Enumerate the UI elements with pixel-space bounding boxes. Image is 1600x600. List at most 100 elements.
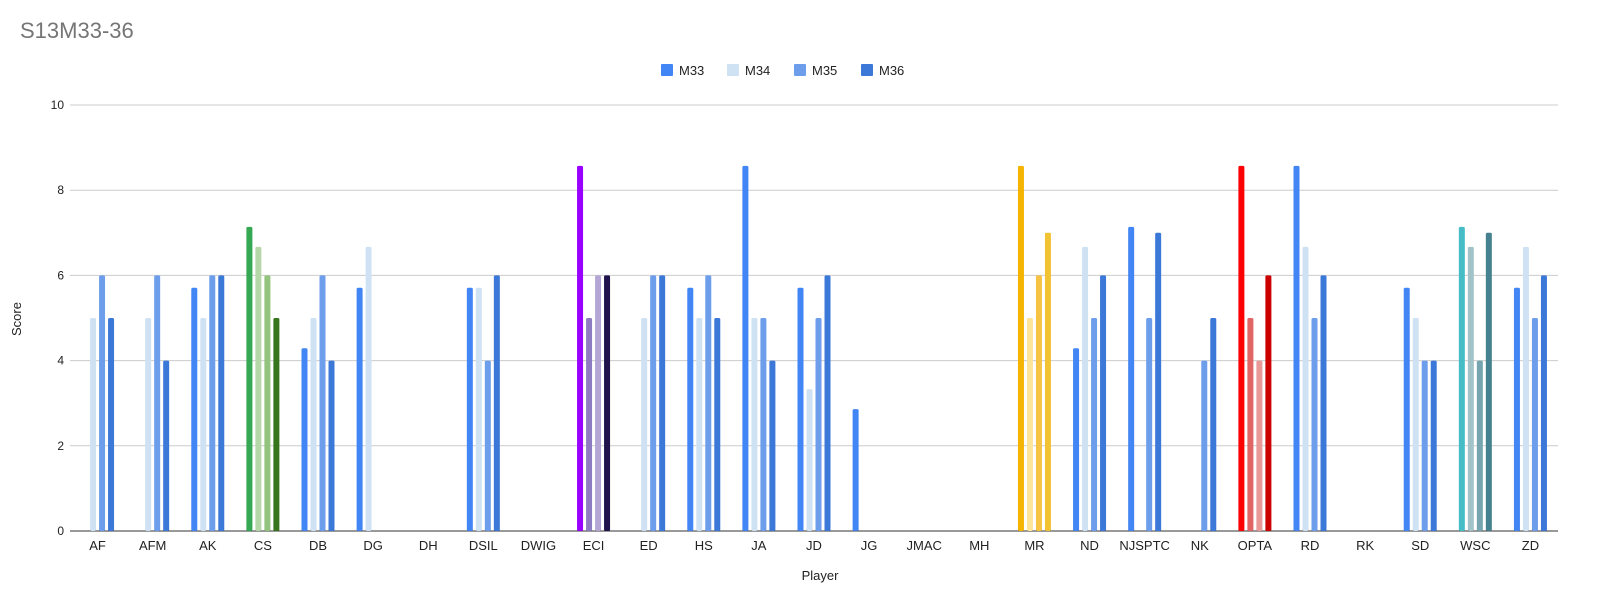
bar-DG-M34[interactable]	[365, 246, 372, 531]
bar-RD-M33[interactable]	[1293, 165, 1300, 531]
bar-AK-M35[interactable]	[209, 275, 216, 531]
bar-NJSPTC-M36[interactable]	[1155, 232, 1162, 532]
bar-NK-M35[interactable]	[1201, 360, 1208, 531]
x-tick-label: DWIG	[521, 538, 556, 553]
bar-JD-M34[interactable]	[806, 389, 813, 531]
legend-label: M35	[812, 63, 837, 78]
bar-AK-M33[interactable]	[191, 287, 198, 531]
legend-swatch	[861, 64, 873, 76]
bar-ED-M34[interactable]	[641, 318, 648, 531]
bar-ECI-M34[interactable]	[586, 318, 593, 531]
bar-CS-M36[interactable]	[273, 318, 280, 531]
bar-JD-M35[interactable]	[815, 318, 822, 531]
bar-DG-M33[interactable]	[356, 287, 363, 531]
bar-NJSPTC-M35[interactable]	[1146, 318, 1153, 531]
bar-SD-M34[interactable]	[1412, 318, 1419, 531]
bar-JA-M34[interactable]	[751, 318, 758, 531]
bar-ZD-M34[interactable]	[1522, 246, 1529, 531]
bar-ZD-M35[interactable]	[1531, 318, 1538, 531]
x-tick-label: MH	[969, 538, 989, 553]
bar-DSIL-M36[interactable]	[493, 275, 500, 531]
bar-JG-M33[interactable]	[852, 409, 859, 531]
bar-RD-M36[interactable]	[1320, 275, 1327, 531]
bar-JA-M35[interactable]	[760, 318, 767, 531]
bar-DSIL-M33[interactable]	[466, 287, 473, 531]
bar-ND-M34[interactable]	[1082, 246, 1089, 531]
legend-item-M33[interactable]: M33	[661, 63, 704, 78]
bar-OPTA-M34[interactable]	[1247, 318, 1254, 531]
gridlines	[70, 104, 1558, 532]
bar-DSIL-M35[interactable]	[484, 360, 491, 531]
bar-OPTA-M36[interactable]	[1265, 275, 1272, 531]
bar-AFM-M36[interactable]	[163, 360, 170, 531]
bar-DB-M36[interactable]	[328, 360, 335, 531]
x-tick-label: ZD	[1522, 538, 1539, 553]
bar-WSC-M36[interactable]	[1485, 232, 1492, 532]
bar-AF-M35[interactable]	[99, 275, 106, 531]
bar-OPTA-M35[interactable]	[1256, 360, 1263, 531]
bar-ECI-M36[interactable]	[604, 275, 611, 531]
bar-CS-M35[interactable]	[264, 275, 271, 531]
bar-ND-M36[interactable]	[1100, 275, 1107, 531]
bar-HS-M36[interactable]	[714, 318, 721, 531]
bar-ND-M33[interactable]	[1073, 348, 1080, 531]
bar-ED-M36[interactable]	[659, 275, 666, 531]
bar-MR-M33[interactable]	[1017, 165, 1024, 531]
bar-DB-M34[interactable]	[310, 318, 317, 531]
x-tick-label: AF	[89, 538, 106, 553]
x-tick-label: JG	[861, 538, 878, 553]
bars	[90, 165, 1547, 532]
bar-ND-M35[interactable]	[1091, 318, 1098, 531]
bar-DB-M35[interactable]	[319, 275, 326, 531]
bar-NK-M36[interactable]	[1210, 318, 1217, 531]
bar-OPTA-M33[interactable]	[1238, 165, 1245, 531]
bar-DB-M33[interactable]	[301, 348, 308, 531]
bar-AF-M34[interactable]	[90, 318, 97, 531]
bar-RD-M34[interactable]	[1302, 246, 1309, 531]
bar-HS-M34[interactable]	[696, 318, 703, 531]
bar-ZD-M36[interactable]	[1540, 275, 1547, 531]
bar-NJSPTC-M33[interactable]	[1128, 226, 1135, 531]
x-tick-label: DSIL	[469, 538, 498, 553]
bar-AFM-M35[interactable]	[154, 275, 161, 531]
bar-ZD-M33[interactable]	[1513, 287, 1520, 531]
bar-ED-M35[interactable]	[650, 275, 657, 531]
bar-ECI-M33[interactable]	[577, 165, 584, 531]
bar-MR-M35[interactable]	[1035, 275, 1042, 531]
bar-HS-M33[interactable]	[687, 287, 694, 531]
bar-JA-M36[interactable]	[769, 360, 776, 531]
bar-SD-M33[interactable]	[1403, 287, 1410, 531]
bar-RD-M35[interactable]	[1311, 318, 1318, 531]
bar-MR-M34[interactable]	[1026, 318, 1033, 531]
bar-WSC-M34[interactable]	[1467, 246, 1474, 531]
bar-AK-M36[interactable]	[218, 275, 225, 531]
x-tick-label: HS	[695, 538, 713, 553]
legend-label: M34	[745, 63, 770, 78]
bar-JD-M36[interactable]	[824, 275, 831, 531]
legend-item-M35[interactable]: M35	[794, 63, 837, 78]
bar-AF-M36[interactable]	[108, 318, 115, 531]
legend-item-M36[interactable]: M36	[861, 63, 904, 78]
x-tick-label: DB	[309, 538, 327, 553]
bar-AFM-M34[interactable]	[145, 318, 152, 531]
bar-HS-M35[interactable]	[705, 275, 712, 531]
x-tick-label: WSC	[1460, 538, 1490, 553]
bar-JD-M33[interactable]	[797, 287, 804, 531]
bar-ECI-M35[interactable]	[595, 275, 602, 531]
bar-MR-M36[interactable]	[1044, 232, 1051, 532]
bar-SD-M36[interactable]	[1430, 360, 1437, 531]
legend-swatch	[661, 64, 673, 76]
bar-CS-M34[interactable]	[255, 246, 262, 531]
y-tick-label: 8	[57, 183, 64, 197]
bar-AK-M34[interactable]	[200, 318, 207, 531]
bar-WSC-M35[interactable]	[1476, 360, 1483, 531]
y-tick-labels: 0 2 4 6 8 10	[51, 98, 65, 538]
bar-DSIL-M34[interactable]	[475, 287, 482, 531]
bar-CS-M33[interactable]	[246, 226, 253, 531]
y-tick-label: 10	[51, 98, 65, 112]
legend-item-M34[interactable]: M34	[727, 63, 770, 78]
bar-WSC-M33[interactable]	[1458, 226, 1465, 531]
bar-SD-M35[interactable]	[1421, 360, 1428, 531]
bar-JA-M33[interactable]	[742, 165, 749, 531]
